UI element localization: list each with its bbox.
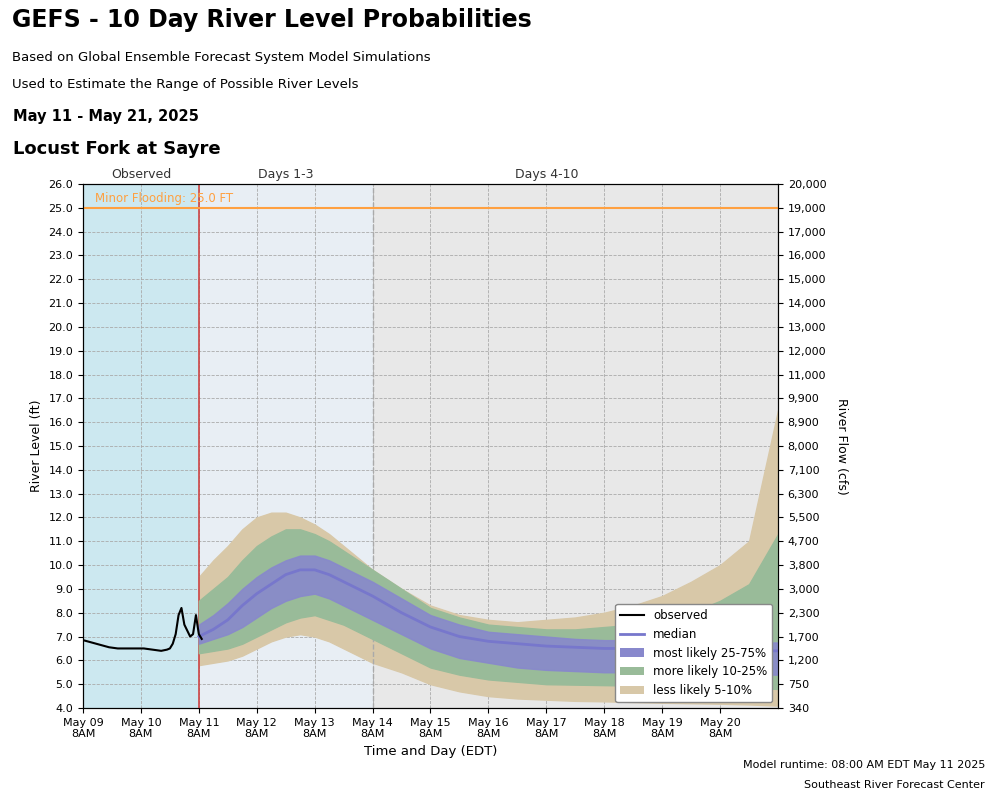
Text: Days 1-3: Days 1-3 (258, 168, 313, 182)
Text: Locust Fork at Sayre: Locust Fork at Sayre (13, 140, 220, 158)
Text: Based on Global Ensemble Forecast System Model Simulations: Based on Global Ensemble Forecast System… (12, 50, 431, 64)
Text: Minor Flooding: 25.0 FT: Minor Flooding: 25.0 FT (95, 192, 233, 205)
Legend: observed, median, most likely 25-75%, more likely 10-25%, less likely 5-10%: observed, median, most likely 25-75%, mo… (615, 604, 772, 702)
X-axis label: Time and Day (EDT): Time and Day (EDT) (364, 745, 497, 758)
Bar (83, 184, 199, 708)
Text: GEFS - 10 Day River Level Probabilities: GEFS - 10 Day River Level Probabilities (12, 9, 532, 33)
Y-axis label: River Level (ft): River Level (ft) (30, 400, 43, 492)
Text: Used to Estimate the Range of Possible River Levels: Used to Estimate the Range of Possible R… (12, 78, 358, 91)
Bar (373, 184, 778, 708)
Text: Model runtime: 08:00 AM EDT May 11 2025: Model runtime: 08:00 AM EDT May 11 2025 (743, 760, 985, 770)
Text: Days 4-10: Days 4-10 (515, 168, 578, 182)
Y-axis label: River Flow (cfs): River Flow (cfs) (835, 398, 848, 494)
Text: Southeast River Forecast Center: Southeast River Forecast Center (804, 781, 985, 790)
Text: May 11 - May 21, 2025: May 11 - May 21, 2025 (13, 109, 198, 124)
Text: Observed: Observed (111, 168, 171, 182)
Bar (199, 184, 373, 708)
